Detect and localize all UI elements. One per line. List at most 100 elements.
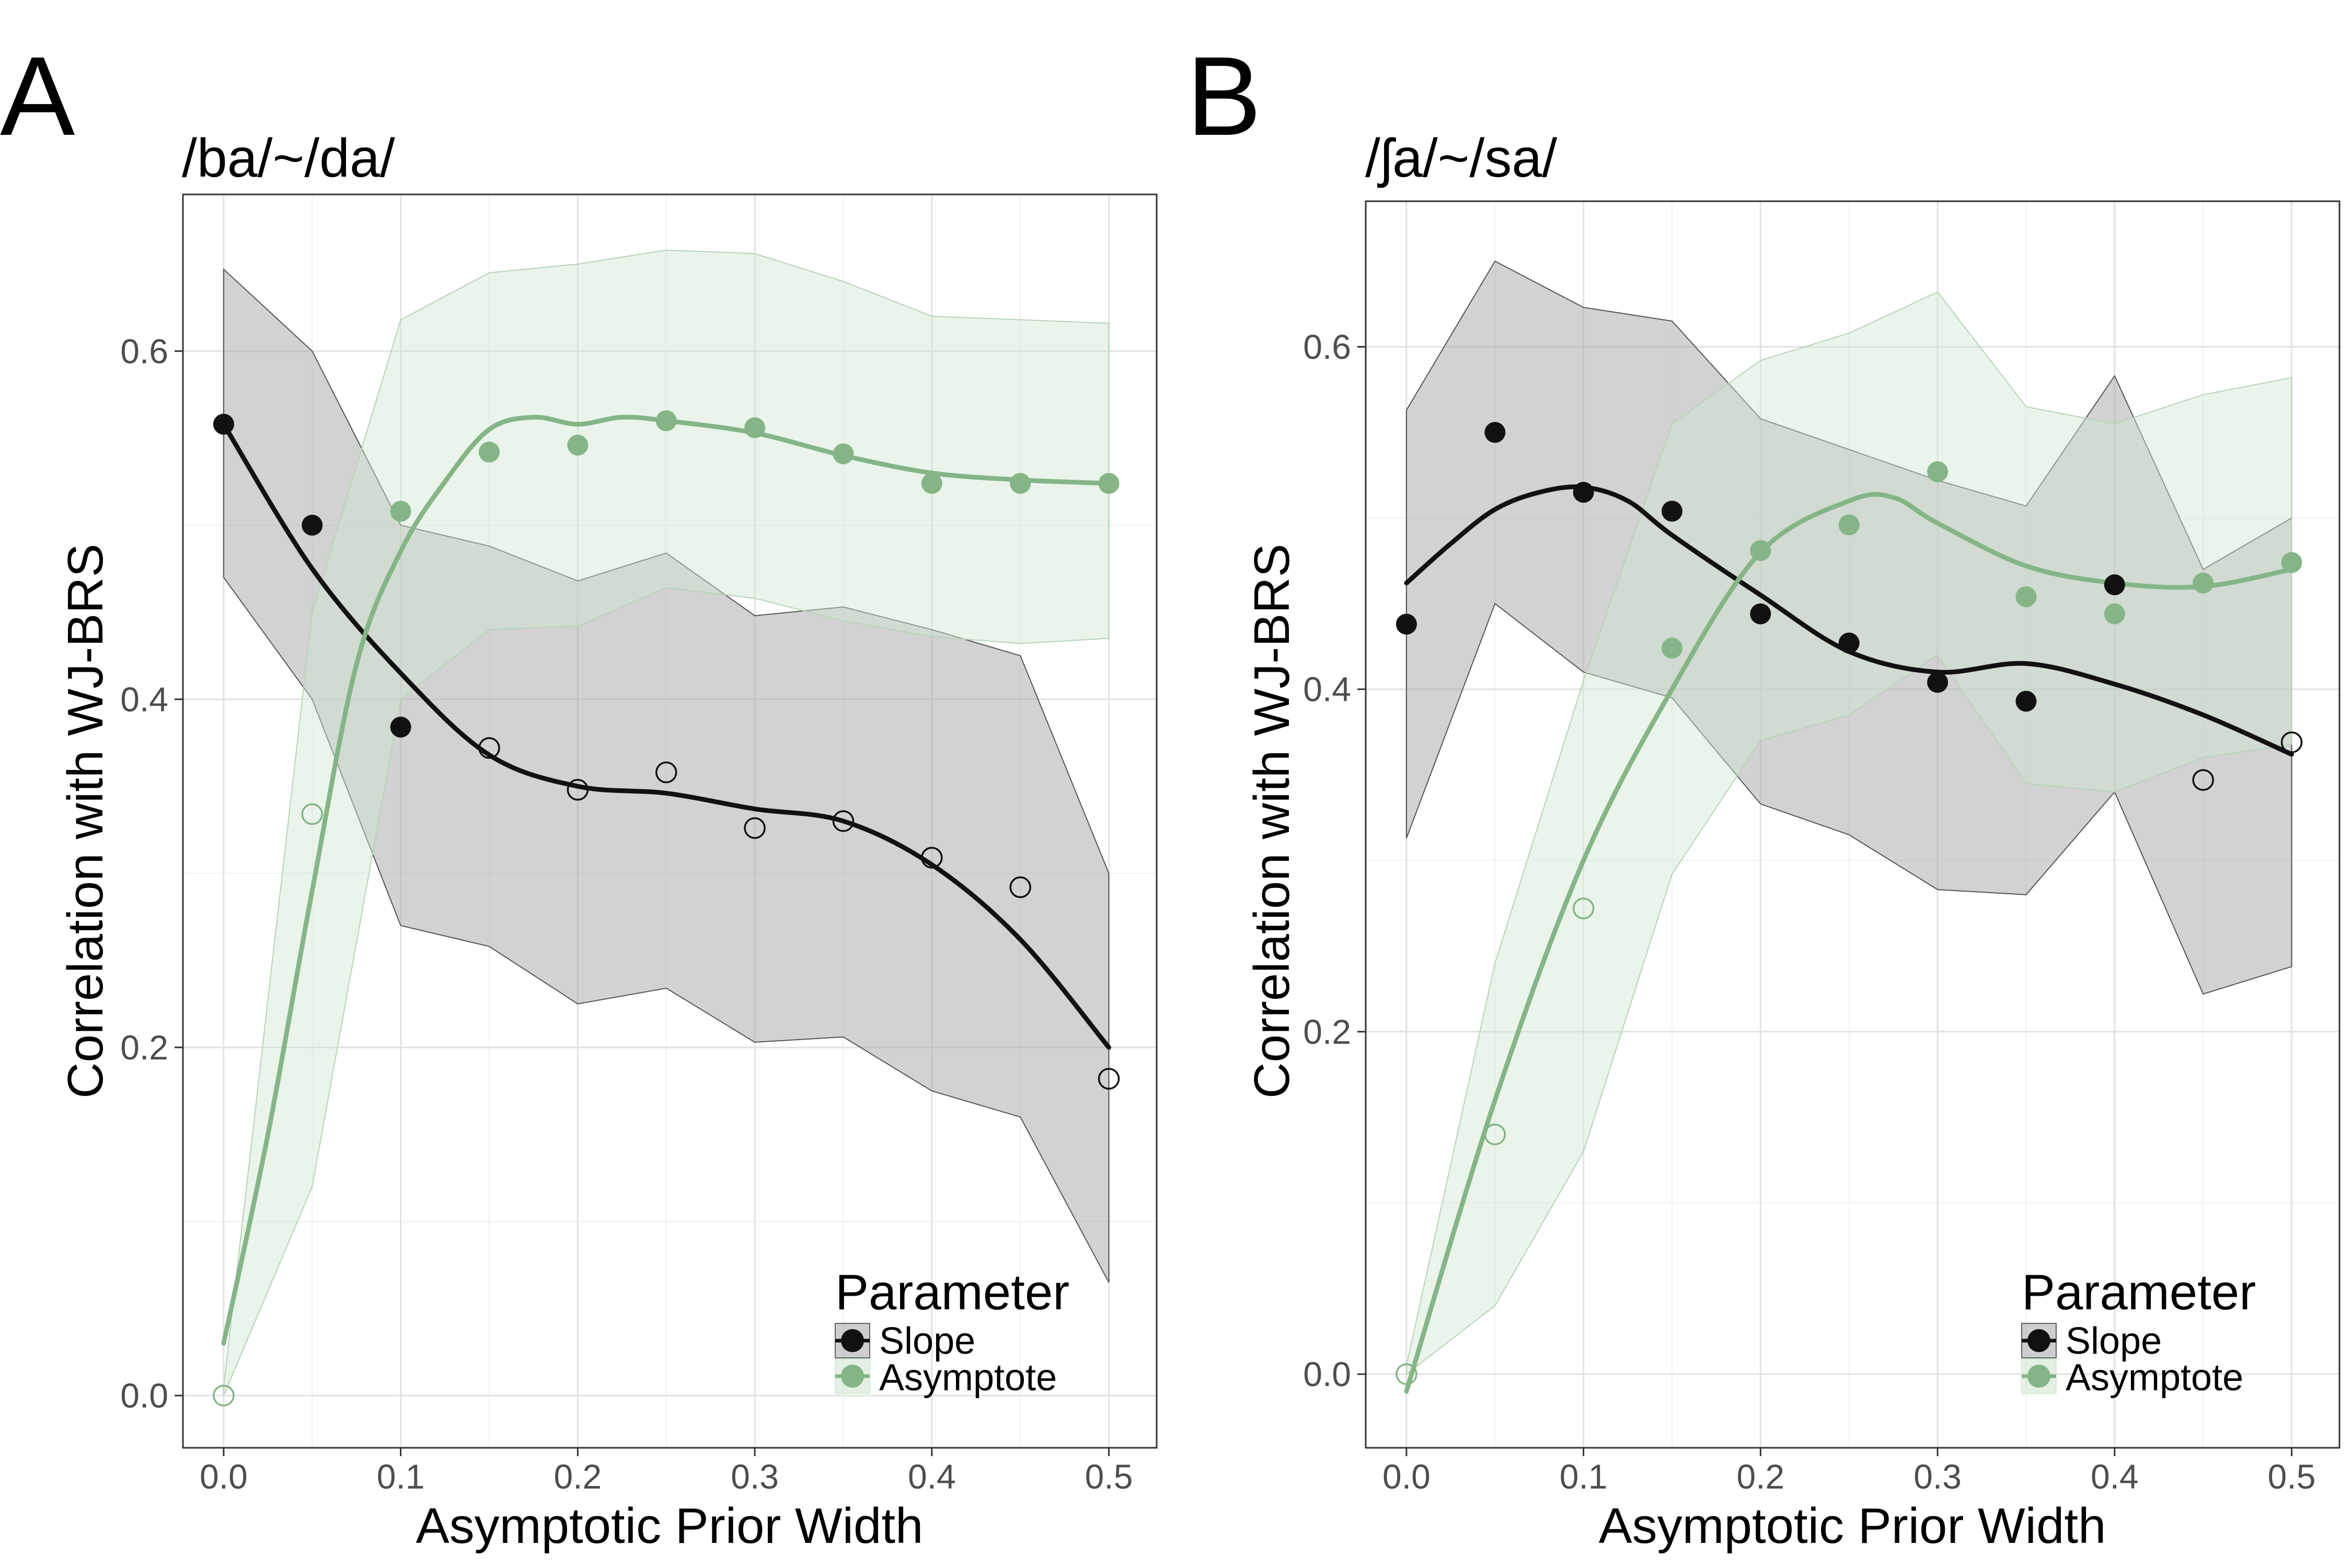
x-axis-title: Asymptotic Prior Width bbox=[416, 1498, 924, 1554]
legend-key-point bbox=[2027, 1329, 2050, 1352]
point-slope bbox=[1396, 614, 1417, 635]
y-tick-label: 0.2 bbox=[120, 1028, 168, 1067]
point-slope bbox=[1484, 422, 1506, 443]
point-slope bbox=[832, 810, 855, 832]
x-tick-label: 0.5 bbox=[2268, 1457, 2316, 1496]
legend: Parameter Slope Asymptote bbox=[835, 1264, 1069, 1399]
ribbon-asymptote bbox=[1405, 291, 2292, 1376]
point-slope bbox=[1750, 603, 1771, 625]
y-axis-title: Correlation with WJ-BRS bbox=[57, 544, 113, 1099]
x-tick-label: 0.4 bbox=[908, 1457, 956, 1496]
legend-label-asymptote: Asymptote bbox=[879, 1357, 1057, 1399]
point-slope bbox=[478, 737, 500, 759]
y-axis-ticks: 0.0 0.2 0.4 0.6 bbox=[1303, 327, 1366, 1393]
point-asymptote bbox=[213, 1385, 235, 1406]
point-asymptote bbox=[655, 410, 677, 431]
ribbon-asymptote bbox=[223, 249, 1110, 1396]
x-tick-label: 0.1 bbox=[377, 1457, 425, 1496]
legend-key-asymptote bbox=[2021, 1358, 2057, 1394]
y-tick-label: 0.0 bbox=[120, 1376, 168, 1415]
point-slope bbox=[1573, 481, 1594, 503]
x-tick-label: 0.1 bbox=[1560, 1457, 1608, 1496]
point-asymptote bbox=[1661, 638, 1682, 659]
legend-title: Parameter bbox=[2022, 1264, 2256, 1320]
point-asymptote bbox=[2281, 552, 2302, 573]
y-tick-label: 0.2 bbox=[1303, 1012, 1351, 1051]
ribbon-slope bbox=[223, 268, 1110, 1283]
point-asymptote bbox=[567, 434, 589, 456]
data-points bbox=[1396, 422, 2303, 1385]
legend-key-slope bbox=[835, 1323, 870, 1358]
panel-title: /ʃa/~/sa/ bbox=[1365, 128, 1557, 189]
data-points bbox=[213, 410, 1120, 1406]
y-tick-label: 0.4 bbox=[120, 680, 168, 719]
point-asymptote bbox=[1838, 514, 1860, 536]
point-slope bbox=[302, 514, 323, 536]
point-asymptote bbox=[2193, 572, 2214, 594]
y-tick-label: 0.6 bbox=[120, 332, 168, 371]
point-asymptote bbox=[390, 501, 411, 522]
plot-border bbox=[1365, 200, 2341, 1449]
point-slope bbox=[1838, 632, 1860, 654]
point-asymptote bbox=[1750, 540, 1771, 561]
x-axis-title: Asymptotic Prior Width bbox=[1599, 1498, 2106, 1554]
x-axis-ticks: 0.0 0.1 0.2 0.3 0.4 0.5 bbox=[200, 1448, 1133, 1496]
point-slope bbox=[2192, 769, 2214, 791]
panel-b: B /ʃa/~/sa/ 0.0 0.1 0.2 0.3 0.4 0.5 0.0 0.2 0.4… bbox=[1186, 33, 2341, 1554]
panel-letter-a: A bbox=[0, 33, 75, 159]
y-axis-title: Correlation with WJ-BRS bbox=[1244, 544, 1300, 1099]
point-asymptote bbox=[744, 417, 766, 439]
smooth-curves bbox=[221, 414, 1111, 1346]
confidence-ribbons bbox=[1405, 260, 2292, 1376]
legend-label-slope: Slope bbox=[2066, 1320, 2162, 1362]
point-asymptote bbox=[921, 472, 942, 494]
y-tick-label: 0.0 bbox=[1303, 1355, 1351, 1393]
panel-title: /ba/~/da/ bbox=[182, 128, 395, 189]
legend-key-point bbox=[841, 1329, 864, 1352]
point-asymptote bbox=[1484, 1123, 1506, 1146]
point-slope bbox=[744, 817, 766, 839]
point-slope bbox=[567, 779, 589, 801]
point-asymptote bbox=[1396, 1363, 1417, 1385]
legend-label-asymptote: Asymptote bbox=[2066, 1357, 2243, 1399]
x-tick-label: 0.4 bbox=[2091, 1457, 2139, 1496]
legend-label-slope: Slope bbox=[879, 1320, 975, 1362]
confidence-ribbons bbox=[223, 249, 1110, 1396]
x-tick-label: 0.5 bbox=[1085, 1457, 1133, 1496]
point-asymptote bbox=[1010, 472, 1031, 494]
x-tick-label: 0.3 bbox=[1913, 1457, 1962, 1496]
point-asymptote bbox=[1572, 897, 1595, 919]
x-tick-label: 0.3 bbox=[731, 1457, 779, 1496]
smooth-line-slope bbox=[1404, 484, 2294, 757]
panel-a: A /ba/~/da/ 0.0 0.1 0.2 0.3 0.4 0.5 0.0 0.2 0.4… bbox=[0, 33, 1158, 1554]
smooth-line-slope bbox=[221, 422, 1111, 1050]
point-asymptote bbox=[1098, 472, 1120, 494]
point-asymptote bbox=[301, 803, 324, 825]
panel-letter-b: B bbox=[1186, 33, 1261, 159]
y-tick-label: 0.6 bbox=[1303, 327, 1351, 366]
point-asymptote bbox=[2015, 586, 2037, 607]
y-tick-label: 0.4 bbox=[1303, 670, 1351, 709]
x-tick-label: 0.0 bbox=[200, 1457, 248, 1496]
legend-title: Parameter bbox=[835, 1264, 1069, 1320]
point-asymptote bbox=[2104, 603, 2125, 625]
point-asymptote bbox=[1927, 461, 1949, 482]
point-asymptote bbox=[833, 443, 854, 465]
point-slope bbox=[921, 847, 943, 869]
y-axis-ticks: 0.0 0.2 0.4 0.6 bbox=[120, 332, 183, 1415]
point-slope bbox=[2280, 731, 2303, 753]
point-slope bbox=[1927, 672, 1949, 693]
point-slope bbox=[2015, 690, 2037, 712]
point-slope bbox=[1098, 1068, 1120, 1090]
ribbon-slope bbox=[1405, 260, 2292, 995]
legend-key-point bbox=[2027, 1365, 2050, 1388]
point-slope bbox=[2104, 574, 2125, 595]
point-slope bbox=[390, 717, 411, 738]
point-slope bbox=[213, 413, 234, 435]
point-slope bbox=[1009, 876, 1031, 898]
x-tick-label: 0.0 bbox=[1382, 1457, 1431, 1496]
x-axis-ticks: 0.0 0.1 0.2 0.3 0.4 0.5 bbox=[1382, 1448, 2315, 1496]
legend-key-asymptote bbox=[835, 1358, 870, 1394]
point-slope bbox=[655, 761, 677, 783]
